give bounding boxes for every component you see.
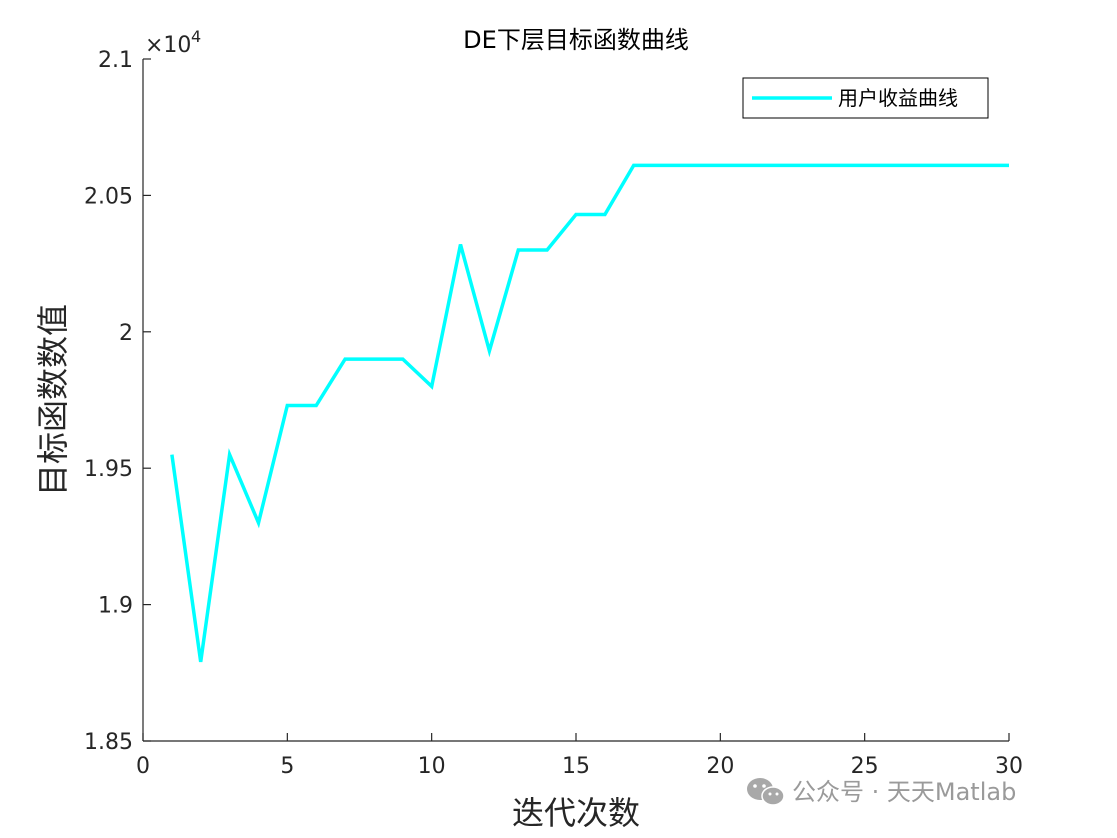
x-tick-label: 25 (851, 754, 879, 779)
watermark: 公众号 · 天天Matlab (747, 778, 1016, 806)
y-tick-label: 2.05 (84, 184, 133, 209)
wechat-icon (747, 778, 785, 806)
x-tick-label: 0 (136, 754, 150, 779)
y-tick-label: 1.85 (84, 730, 133, 755)
y-axis-label: 目标函数数值 (34, 304, 72, 496)
x-tick-label: 20 (706, 754, 734, 779)
legend-label: 用户收益曲线 (838, 86, 958, 110)
x-tick-label: 10 (418, 754, 446, 779)
series-line-0 (170, 163, 1009, 663)
x-axis-label: 迭代次数 (512, 794, 640, 832)
x-tick-label: 30 (995, 754, 1023, 779)
y-axis-exponent: ×10 4 (145, 27, 201, 58)
legend: 用户收益曲线 (742, 77, 989, 119)
x-tick-label: 5 (280, 754, 294, 779)
y-axis-exponent-power: 4 (191, 27, 201, 46)
x-tick-label: 15 (562, 754, 590, 779)
chart-title: DE下层目标函数曲线 (463, 26, 689, 54)
y-tick-label: 1.95 (84, 457, 133, 482)
y-tick-label: 2 (119, 321, 133, 346)
y-axis-exponent-base: ×10 (145, 33, 191, 58)
watermark-text: 公众号 · 天天Matlab (792, 778, 1016, 806)
y-tick-label: 2.1 (98, 48, 133, 73)
y-tick-label: 1.9 (98, 594, 133, 619)
plot-area: 0 5 10 15 20 25 30 1.85 1.9 1.95 2 2.05 2.1 (84, 48, 1023, 779)
